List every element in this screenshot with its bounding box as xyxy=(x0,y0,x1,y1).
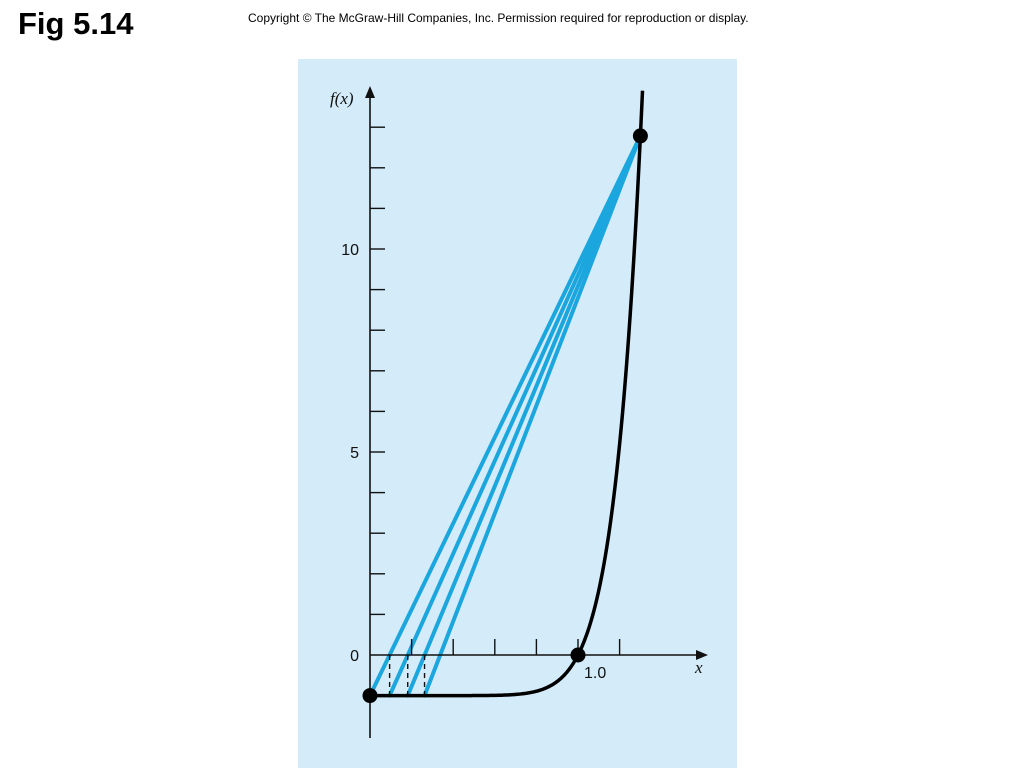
function-curve xyxy=(370,90,645,698)
copyright-notice: Copyright © The McGraw-Hill Companies, I… xyxy=(248,11,749,25)
iterate-markers xyxy=(388,655,426,696)
x-axis-arrow xyxy=(696,650,708,660)
x-tick-label: 1.0 xyxy=(584,665,606,682)
data-point-2 xyxy=(570,647,586,663)
axes xyxy=(365,86,708,738)
data-point-1 xyxy=(362,688,378,704)
axis-labels: f(x) x 0 5 10 1.0 xyxy=(330,89,703,682)
y-tick-label: 10 xyxy=(341,242,359,259)
y-axis-label: f(x) xyxy=(330,89,354,108)
secant-lines xyxy=(368,133,643,698)
y-tick-label: 0 xyxy=(350,648,359,665)
figure-title: Fig 5.14 xyxy=(18,6,134,41)
y-axis-arrow xyxy=(365,86,375,98)
data-point-3 xyxy=(632,128,648,144)
secant-line-1 xyxy=(368,133,643,698)
secant-line-4 xyxy=(422,133,643,698)
axis-ticks xyxy=(370,126,621,655)
x-axis-label: x xyxy=(694,658,703,677)
data-points xyxy=(362,128,648,704)
secant-line-3 xyxy=(405,133,643,698)
y-tick-label: 5 xyxy=(350,445,359,462)
secant-line-2 xyxy=(387,133,643,698)
